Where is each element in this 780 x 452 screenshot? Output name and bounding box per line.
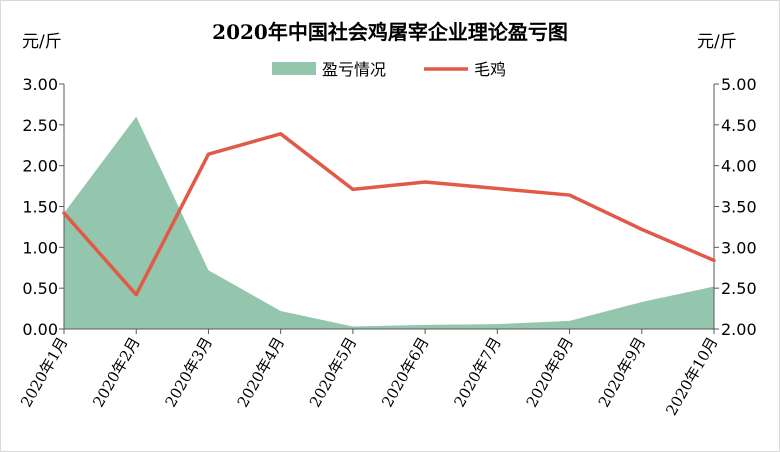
x-tick-label: 2020年3月 [161,334,215,410]
line-series-maoji [62,132,716,297]
right-tick-label: 4.00 [721,157,757,176]
right-tick-label: 5.00 [721,75,757,94]
x-tick-label: 2020年9月 [595,334,649,410]
legend-area-label: 盈亏情况 [322,60,386,79]
legend-area-swatch [272,62,316,75]
x-tick-label: 2020年1月 [17,334,71,410]
legend: 盈亏情况 毛鸡 [272,60,506,79]
left-tick-label: 1.00 [22,238,58,257]
right-tick-label: 3.50 [721,198,757,217]
plot-area: 0.00 0.50 1.00 1.50 2.00 2.50 3.00 2.00 2.50 3.00… [17,75,757,419]
left-tick-label: 1.50 [22,198,58,217]
x-tick-label: 2020年7月 [450,334,504,410]
x-tick-label: 2020年2月 [89,334,143,410]
left-tick-label: 0.50 [22,279,58,298]
right-tick-label: 2.50 [721,279,757,298]
chart-title: 2020年中国社会鸡屠宰企业理论盈亏图 [212,20,568,44]
x-tick-label: 2020年6月 [378,334,432,410]
left-axis-unit: 元/斤 [22,32,62,52]
left-tick-label: 0.00 [22,320,58,339]
x-tick-label: 2020年5月 [306,334,360,410]
left-tick-label: 2.00 [22,157,58,176]
x-tick-label: 2020年8月 [523,334,577,410]
right-tick-label: 4.50 [721,116,757,135]
left-tick-label: 3.00 [22,75,58,94]
legend-line-label: 毛鸡 [474,60,506,79]
x-tick-label: 2020年10月 [662,334,721,419]
right-tick-label: 3.00 [721,238,757,257]
right-axis-unit: 元/斤 [697,32,737,52]
x-tick-label: 2020年4月 [234,334,288,410]
right-tick-label: 2.00 [721,320,757,339]
area-series-profit [64,116,714,330]
left-tick-label: 2.50 [22,116,58,135]
